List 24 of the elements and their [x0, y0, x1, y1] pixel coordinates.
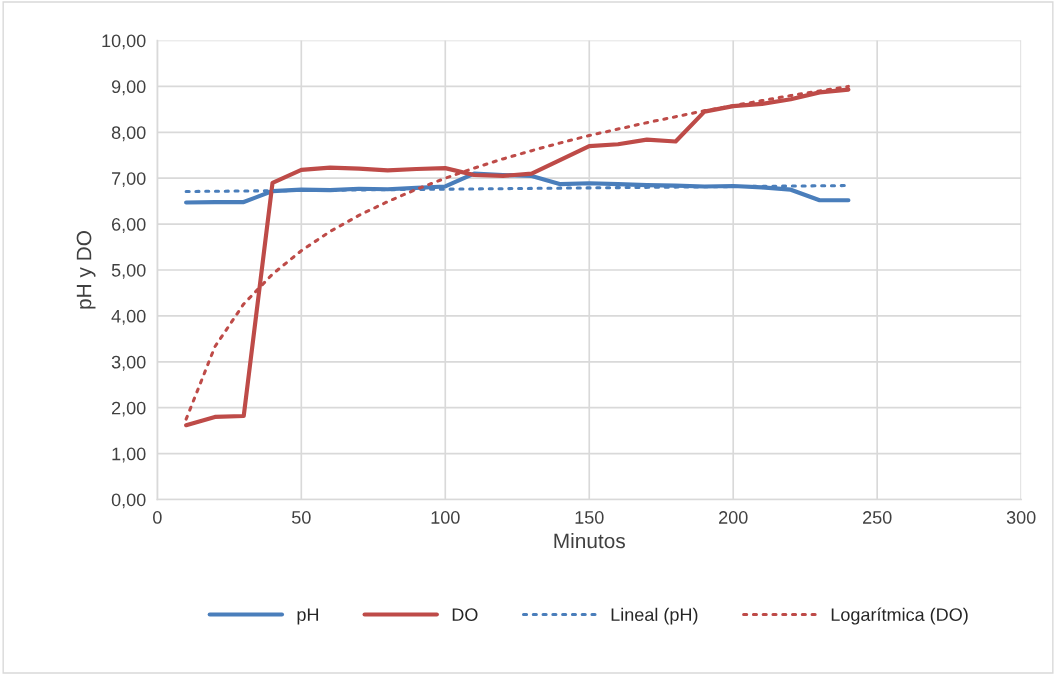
x-tick-label: 200 — [719, 511, 748, 524]
y-tick-label: 10,00 — [102, 34, 146, 50]
x-axis-title: Minutos — [554, 533, 625, 549]
y-tick-label: 1,00 — [112, 447, 146, 463]
y-tick-label: 7,00 — [112, 172, 146, 188]
legend-label: pH — [297, 608, 319, 625]
y-tick-label: 9,00 — [111, 80, 146, 96]
y-tick-label: 2,00 — [112, 401, 146, 417]
y-tick-label: 4,00 — [111, 309, 146, 325]
y-tick-label: 0,00 — [111, 493, 146, 509]
y-tick-label: 5,00 — [111, 263, 146, 279]
x-tick-label: 100 — [431, 511, 460, 524]
legend-label: Logarítmica (DO) — [831, 607, 968, 625]
x-tick-label: 0 — [153, 511, 162, 524]
y-tick-label: 3,00 — [111, 355, 146, 371]
y-tick-label: 6,00 — [112, 218, 146, 233]
y-tick-label: 8,00 — [111, 126, 146, 142]
x-tick-label: 50 — [291, 511, 311, 524]
x-tick-label: 250 — [863, 511, 892, 524]
legend-label: DO — [452, 608, 478, 622]
y-axis-title: pH y DO — [76, 231, 96, 309]
legend-label: Lineal (pH) — [611, 607, 698, 625]
x-tick-label: 150 — [575, 511, 604, 524]
x-tick-label: 300 — [1006, 511, 1036, 524]
